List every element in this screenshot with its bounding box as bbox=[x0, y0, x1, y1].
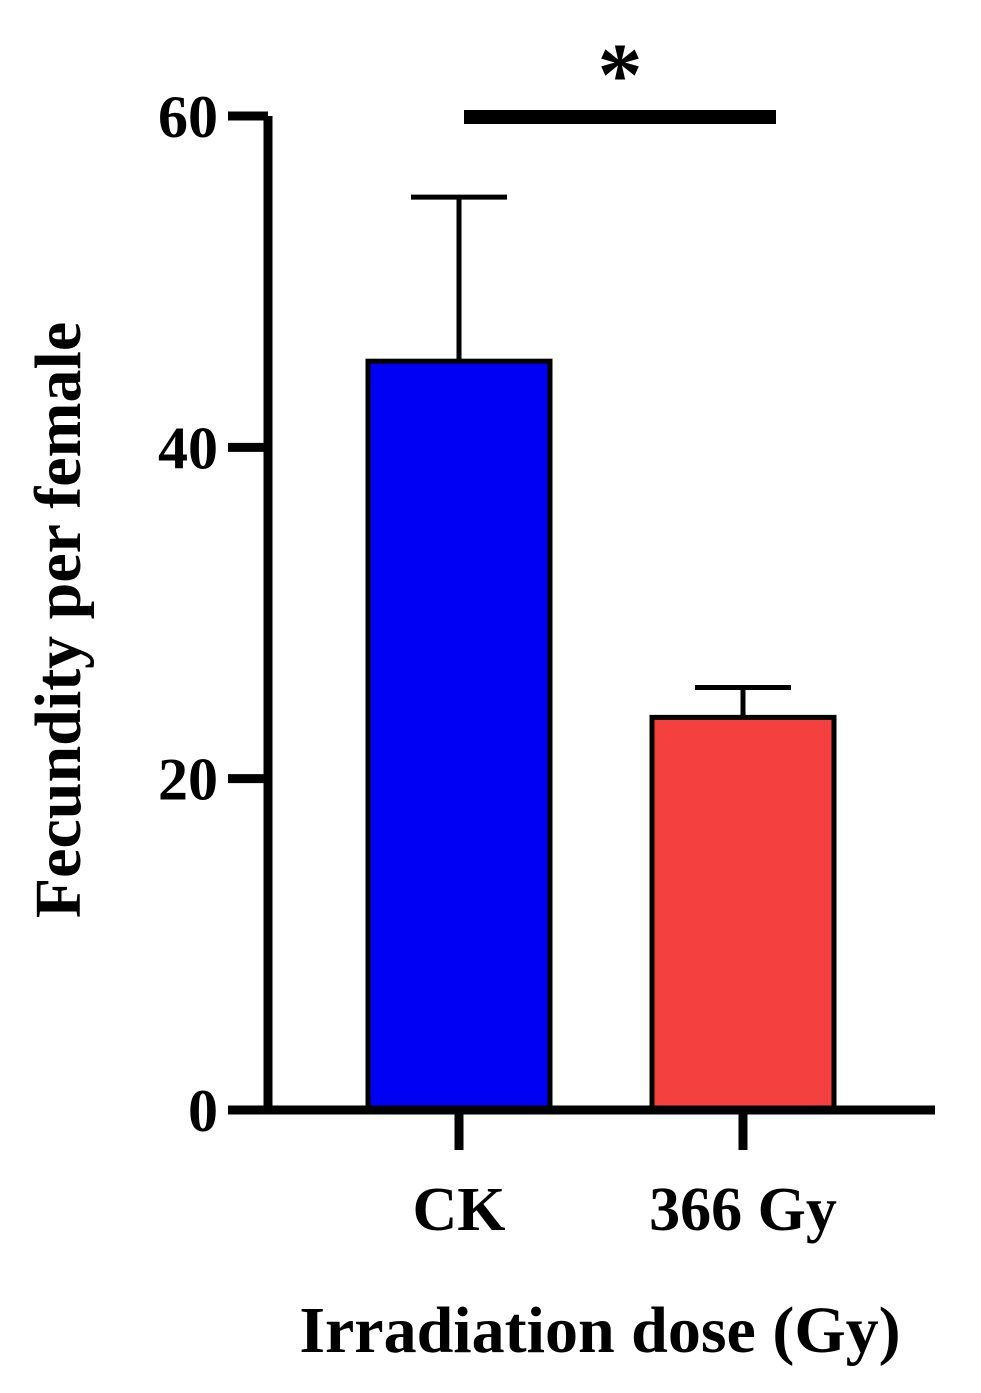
significance-layer: * bbox=[464, 26, 776, 125]
significance-label: * bbox=[598, 26, 643, 125]
y-axis-title: Fecundity per female bbox=[22, 322, 95, 918]
bar-ck bbox=[365, 358, 553, 1113]
ticks-layer: 0 20 40 60 CK 366 Gy bbox=[158, 84, 837, 1244]
axes-layer bbox=[228, 116, 935, 1115]
y-tick-label: 0 bbox=[188, 1078, 218, 1144]
bar-366-gy bbox=[649, 714, 837, 1113]
x-axis-title: Irradiation dose (Gy) bbox=[299, 1294, 900, 1367]
error-bars-layer bbox=[411, 194, 791, 718]
y-tick-label: 20 bbox=[158, 747, 218, 813]
x-category-label: 366 Gy bbox=[649, 1176, 837, 1244]
y-tick-label: 40 bbox=[158, 415, 218, 481]
x-category-label: CK bbox=[413, 1176, 506, 1244]
bars-layer bbox=[365, 358, 837, 1113]
y-tick-label: 60 bbox=[158, 84, 218, 150]
